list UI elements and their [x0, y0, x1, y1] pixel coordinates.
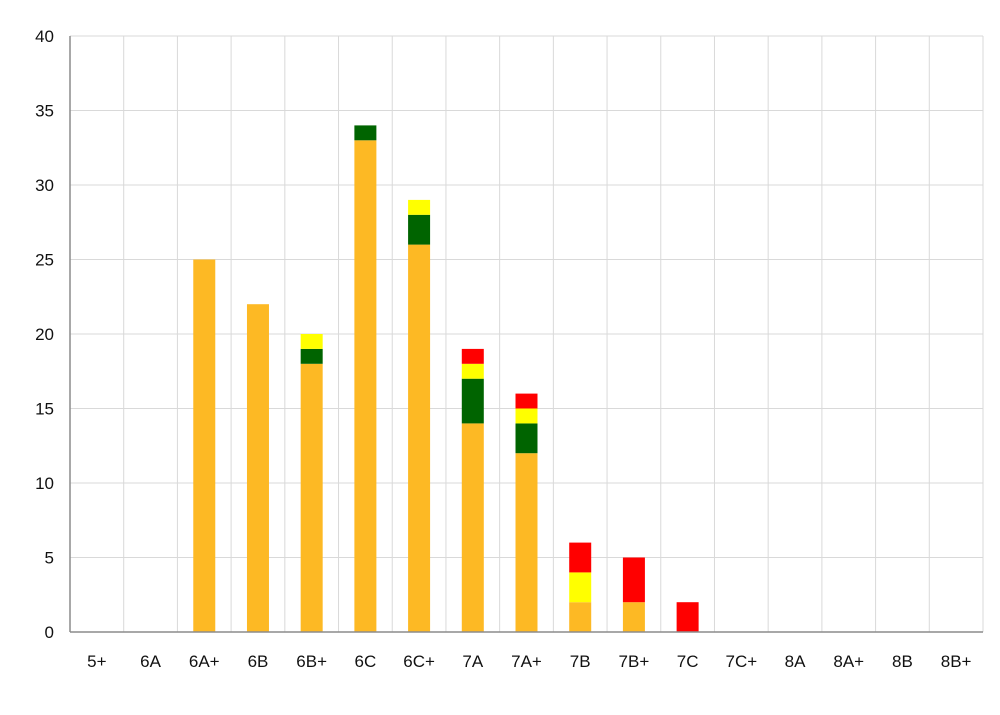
bar-segment: [515, 408, 538, 424]
bar-segment: [515, 393, 538, 409]
x-tick-label: 8A+: [833, 652, 864, 671]
x-tick-label: 6C: [355, 652, 377, 671]
y-tick-label: 40: [35, 27, 54, 46]
bar-segment: [622, 557, 645, 603]
bar-segment: [408, 214, 431, 245]
y-tick-label: 35: [35, 102, 54, 121]
x-tick-label: 5+: [87, 652, 106, 671]
x-tick-label: 7B: [570, 652, 591, 671]
bar-segment: [515, 453, 538, 632]
bar-segment: [622, 602, 645, 632]
x-tick-label: 8B: [892, 652, 913, 671]
x-tick-label: 7A: [462, 652, 483, 671]
bar-segment: [461, 363, 484, 379]
y-tick-label: 10: [35, 474, 54, 493]
bar-segment: [461, 423, 484, 632]
axes: [69, 36, 983, 633]
x-tick-label: 6A: [140, 652, 161, 671]
x-tick-label: 6B: [248, 652, 269, 671]
y-tick-label: 30: [35, 176, 54, 195]
x-tick-label: 8B+: [941, 652, 972, 671]
bar-segment: [408, 199, 431, 215]
x-tick-label: 7A+: [511, 652, 542, 671]
bar-segment: [300, 334, 323, 349]
tick-labels: 0 5 10 15 20 25 30 35 40 5+ 6A 6A+ 6B 6B+ 6C 6C+ 7A 7A+ 7B…: [35, 27, 971, 671]
y-tick-label: 5: [45, 549, 54, 568]
x-tick-label: 6C+: [403, 652, 435, 671]
bar-segment: [246, 304, 269, 632]
x-tick-label: 7C+: [725, 652, 757, 671]
y-tick-label: 0: [45, 623, 54, 642]
bar-segment: [676, 602, 699, 632]
bar-segment: [300, 363, 323, 632]
bars: [193, 125, 699, 633]
x-tick-label: 7B+: [619, 652, 650, 671]
bar-segment: [515, 423, 538, 454]
bar-segment: [461, 378, 484, 424]
grid: [70, 35, 984, 632]
x-tick-label: 6B+: [296, 652, 327, 671]
bar-segment: [354, 125, 377, 141]
bar-segment: [569, 572, 592, 603]
x-tick-label: 6A+: [189, 652, 220, 671]
bar-segment: [300, 348, 323, 364]
y-tick-label: 25: [35, 251, 54, 270]
y-tick-label: 20: [35, 325, 54, 344]
x-tick-label: 7C: [677, 652, 699, 671]
bar-segment: [193, 259, 216, 632]
x-tick-label: 8A: [785, 652, 806, 671]
bar-segment: [408, 244, 431, 632]
bar-segment: [354, 140, 377, 633]
bar-segment: [569, 602, 592, 632]
y-tick-label: 15: [35, 400, 54, 419]
bar-segment: [569, 542, 592, 573]
bar-segment: [461, 348, 484, 364]
